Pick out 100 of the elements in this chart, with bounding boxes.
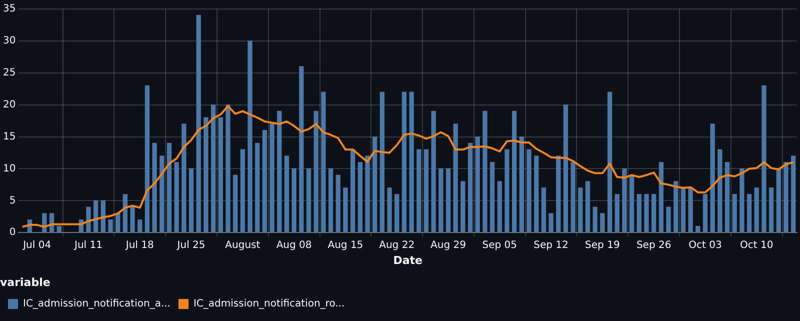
bar [130,206,135,232]
bar [784,162,788,232]
x-tick-label: Sep 19 [585,240,620,252]
x-tick-label: Sep 12 [534,240,568,252]
bar [328,168,334,232]
bar [232,174,238,232]
bar [218,117,223,232]
bar [284,156,290,232]
x-tick-label: Aug 22 [379,240,415,252]
bar [622,168,627,232]
bar [666,206,671,232]
bar [196,15,201,232]
bar [460,181,466,232]
bar [174,162,179,232]
legend-label: IC_admission_notification_ro... [193,298,345,310]
bar [680,188,686,232]
x-tick-label: Jul 25 [176,240,206,252]
y-tick-label: 0 [9,227,16,238]
bar [138,219,142,232]
bar [255,142,260,232]
x-tick-label: August [225,240,260,252]
bar [490,162,495,232]
bar [380,92,384,232]
bar [732,194,737,232]
bar [122,194,128,232]
bar [629,174,634,232]
y-tick-label: 15 [2,131,16,142]
bar [93,200,98,232]
bar [438,168,444,232]
bar [710,124,715,232]
bar [56,226,62,232]
bar [688,188,693,232]
bar [644,194,649,232]
bar [358,162,362,232]
bar [108,219,113,232]
bar [446,168,451,232]
x-tick-label: Jul 11 [73,240,102,252]
bar [453,124,458,232]
y-tick-label: 20 [2,99,16,110]
bar [718,149,722,232]
bar [768,188,774,232]
bar [607,92,612,232]
bar [658,162,664,232]
bar [86,206,91,232]
bar [188,168,194,232]
x-tick-label: Jul 18 [124,240,154,252]
bar [277,110,282,232]
bar [762,85,766,232]
x-tick-label: Oct 10 [740,240,774,252]
bar [314,110,318,232]
bar [512,110,517,232]
bar [724,162,730,232]
bar [365,156,370,232]
y-tick-label: 5 [9,195,16,206]
bar [402,92,407,232]
y-tick-label: 35 [2,4,16,15]
legend-title: variable [0,276,50,290]
bar [563,104,568,232]
x-tick-label: Sep 26 [636,240,672,252]
y-tick-label: 30 [2,36,16,47]
bar [372,136,378,232]
bar [144,85,150,232]
bar [166,142,172,232]
bar [416,149,422,232]
bar [556,156,561,232]
bar [394,194,400,232]
x-tick-label: Oct 03 [688,240,722,252]
bar [270,124,274,232]
bar [116,213,120,232]
bar [248,40,252,232]
bar [519,136,524,232]
bar [343,188,348,232]
legend-label: IC_admission_notification_a... [23,298,170,310]
x-tick-label: Aug 08 [276,240,312,252]
bar [674,181,678,232]
bar [100,200,106,232]
bar [160,156,164,232]
x-tick-label: Jul 04 [22,240,52,252]
bar [409,92,414,232]
bar [541,188,546,232]
bar [504,149,510,232]
bar [791,156,796,232]
bar [740,168,744,232]
bar [299,66,304,232]
bar [262,130,268,232]
bar [210,104,216,232]
bar [570,162,576,232]
bar [585,181,590,232]
x-tick-label: Sep 05 [482,240,518,252]
bar [497,181,502,232]
bar [636,194,642,232]
x-tick-label: Aug 29 [430,240,466,252]
bar [592,206,598,232]
bar [424,149,429,232]
bar [321,92,326,232]
bar [182,124,186,232]
bar [226,104,230,232]
bar [746,194,752,232]
bar [350,149,356,232]
bar [526,149,532,232]
